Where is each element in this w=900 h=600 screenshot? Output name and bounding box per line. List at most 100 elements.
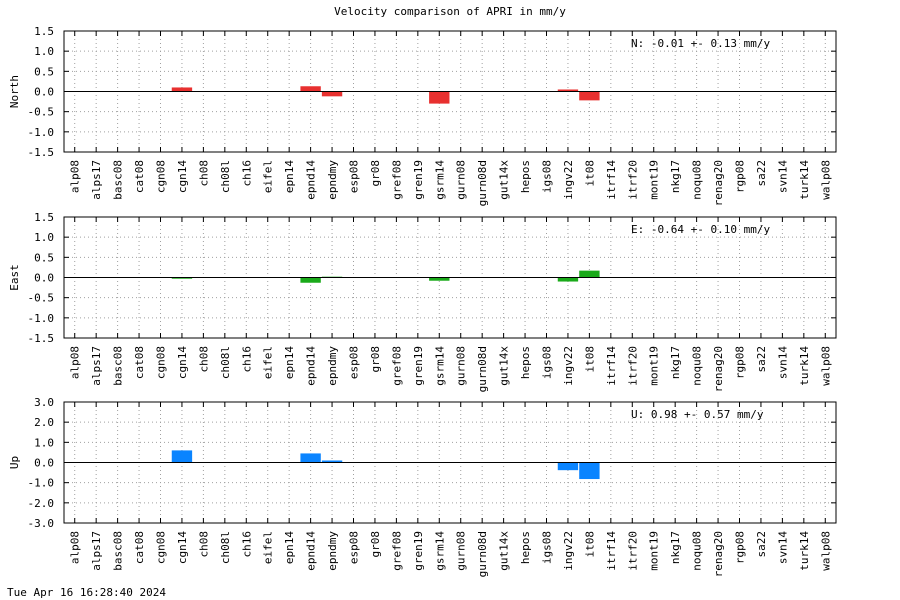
x-tick-label: gsrm14: [433, 160, 446, 200]
x-tick-label: alp08: [69, 346, 82, 379]
bar: [300, 86, 321, 92]
x-tick-label: ch08: [197, 160, 210, 187]
x-tick-label: rgp08: [734, 531, 747, 564]
x-tick-label: rgp08: [734, 160, 747, 193]
x-tick-label: ch08l: [219, 346, 232, 379]
y-tick-label: -1.0: [28, 477, 55, 490]
x-tick-label: hepos: [519, 346, 532, 379]
x-tick-label: cat08: [133, 346, 146, 379]
x-tick-label: svn14: [776, 346, 789, 379]
y-tick-label: -3.0: [28, 517, 55, 530]
x-tick-label: eifel: [262, 346, 275, 379]
y-tick-label: 0.0: [34, 457, 54, 470]
x-tick-label: cgn14: [176, 160, 189, 193]
x-tick-label: walp08: [819, 160, 832, 200]
x-tick-label: alps17: [90, 531, 103, 571]
stats-label: E: -0.64 +- 0.10 mm/y: [631, 223, 770, 236]
x-tick-label: basc08: [112, 160, 125, 200]
x-tick-label: nkg17: [669, 346, 682, 379]
x-tick-label: gut14x: [498, 160, 511, 200]
x-tick-label: basc08: [112, 346, 125, 386]
x-tick-label: rgp08: [734, 346, 747, 379]
x-tick-label: epn14: [283, 531, 296, 564]
x-tick-label: gut14x: [498, 346, 511, 386]
x-tick-label: walp08: [819, 346, 832, 386]
x-tick-label: ch08l: [219, 160, 232, 193]
bar: [557, 277, 579, 282]
y-tick-label: 1.0: [34, 45, 54, 58]
bar: [300, 453, 321, 463]
x-tick-label: gr08: [369, 531, 382, 558]
x-tick-label: svn14: [776, 160, 789, 193]
x-tick-label: esp08: [348, 346, 361, 379]
x-tick-label: alps17: [90, 160, 103, 200]
x-tick-label: itrf14: [605, 531, 618, 571]
x-tick-label: esp08: [348, 531, 361, 564]
x-tick-label: cat08: [133, 160, 146, 193]
bar: [171, 87, 193, 92]
x-tick-label: epndmy: [326, 346, 339, 386]
bar: [429, 91, 450, 104]
x-tick-label: ingv22: [562, 160, 575, 200]
bar: [300, 277, 321, 283]
bar: [429, 277, 450, 281]
x-tick-label: it08: [583, 531, 596, 558]
x-tick-label: nkg17: [669, 531, 682, 564]
bar: [579, 270, 600, 278]
x-tick-label: gurn08d: [476, 160, 489, 206]
x-tick-label: epnd14: [305, 531, 318, 571]
x-tick-label: hepos: [519, 531, 532, 564]
x-tick-label: noqu08: [691, 160, 704, 200]
x-tick-label: epn14: [283, 346, 296, 379]
x-tick-label: gut14x: [498, 531, 511, 571]
bar: [171, 450, 193, 463]
x-tick-label: gref08: [390, 160, 403, 200]
x-tick-label: cgn14: [176, 531, 189, 564]
bar: [579, 462, 600, 480]
x-tick-label: mont19: [648, 346, 661, 386]
x-tick-label: gren19: [412, 346, 425, 386]
y-tick-label: -1.0: [28, 126, 55, 139]
y-tick-label: -0.5: [28, 292, 55, 305]
timestamp: Tue Apr 16 16:28:40 2024: [7, 586, 166, 599]
y-tick-label: 1.0: [34, 436, 54, 449]
x-tick-label: ch16: [240, 160, 253, 187]
y-axis-label: East: [8, 264, 21, 291]
x-tick-label: epn14: [283, 160, 296, 193]
x-tick-label: turk14: [798, 346, 811, 386]
x-tick-label: turk14: [798, 160, 811, 200]
bar: [321, 460, 343, 463]
x-tick-label: gren19: [412, 531, 425, 571]
bar: [557, 462, 579, 471]
x-tick-label: epndmy: [326, 531, 339, 571]
x-tick-label: gren19: [412, 160, 425, 200]
x-tick-label: gr08: [369, 346, 382, 373]
x-tick-label: basc08: [112, 531, 125, 571]
x-tick-label: it08: [583, 160, 596, 187]
x-tick-label: cgn08: [155, 346, 168, 379]
y-tick-label: -0.5: [28, 106, 55, 119]
y-tick-label: -1.5: [28, 332, 55, 345]
stats-label: U: 0.98 +- 0.57 mm/y: [631, 408, 764, 421]
x-tick-label: gurn08d: [476, 346, 489, 392]
x-tick-label: svn14: [776, 531, 789, 564]
x-tick-label: cgn14: [176, 346, 189, 379]
x-tick-label: walp08: [819, 531, 832, 571]
x-tick-label: ingv22: [562, 346, 575, 386]
x-tick-label: cgn08: [155, 160, 168, 193]
x-tick-label: epnd14: [305, 346, 318, 386]
x-tick-label: ch16: [240, 346, 253, 373]
x-tick-label: sa22: [755, 346, 768, 373]
x-tick-label: renag20: [712, 160, 725, 206]
x-tick-label: ingv22: [562, 531, 575, 571]
x-tick-label: itrf14: [605, 346, 618, 386]
y-tick-label: 1.5: [34, 211, 54, 224]
x-tick-label: gsrm14: [433, 531, 446, 571]
x-tick-label: mont19: [648, 160, 661, 200]
x-tick-label: itrf20: [626, 160, 639, 200]
y-axis-label: North: [8, 75, 21, 108]
x-tick-label: esp08: [348, 160, 361, 193]
x-tick-label: ch16: [240, 531, 253, 558]
x-tick-label: cat08: [133, 531, 146, 564]
